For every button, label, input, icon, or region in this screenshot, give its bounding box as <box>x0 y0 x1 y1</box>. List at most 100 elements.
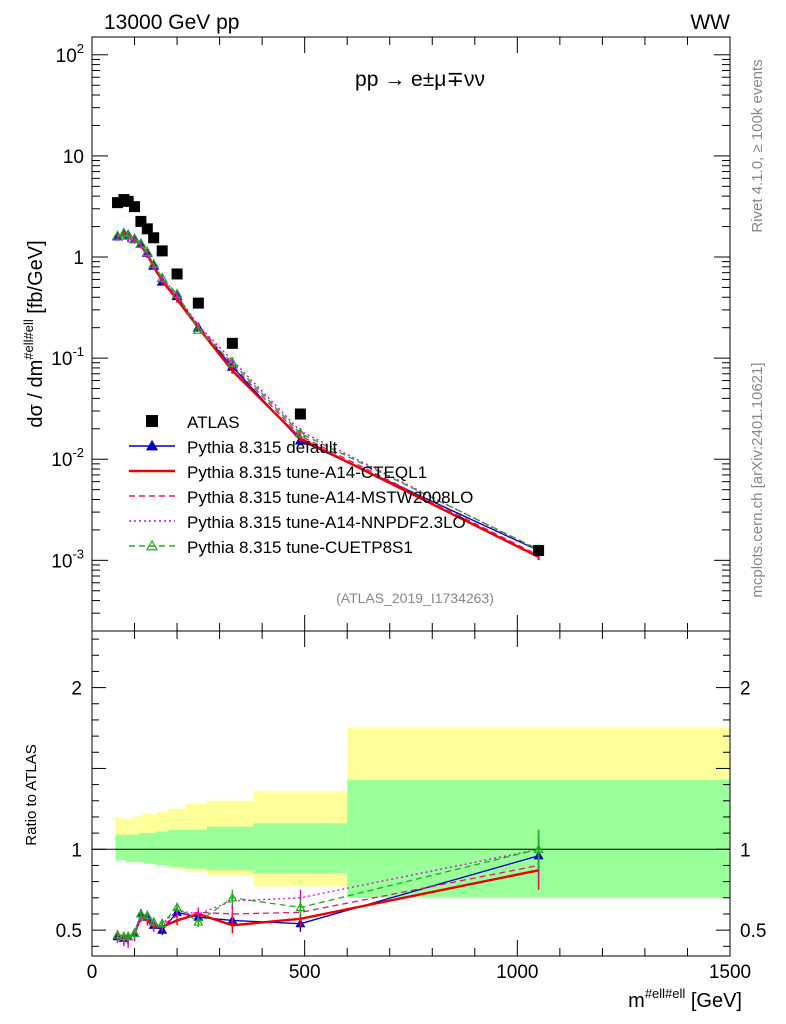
ratio-y-tick-label-right: 2 <box>740 679 751 700</box>
main-y-tick-label-exp: -1 <box>72 344 84 359</box>
data-point-atlas <box>171 268 183 280</box>
ratio-band-stat <box>151 833 156 864</box>
data-point-atlas <box>135 215 147 227</box>
main-y-tick-label: 102 <box>56 41 84 67</box>
ratio-axis-ticks: 0.5 0.5 1 1 2 2 0 500 1000 1500 <box>56 631 766 983</box>
ratio-marker-pythia-8-315-tune-cuetp8s1 <box>295 902 306 912</box>
data-point-atlas <box>122 195 134 207</box>
main-y-label-base: dσ / dm <box>25 360 47 428</box>
header-energy: 13000 GeV pp <box>104 11 239 34</box>
x-label-sup: #ell#ell <box>645 986 686 1001</box>
marker-pythia-8-315-tune-cuetp8s1 <box>148 258 160 269</box>
ratio-y-tick-label-left: 1 <box>71 840 82 861</box>
main-y-tick-label-exp: -2 <box>72 445 84 460</box>
ratio-y-tick-label-right: 1 <box>740 840 751 861</box>
legend-label-pythia-8-315-tune-cuetp8s1: Pythia 8.315 tune-CUETP8S1 <box>187 538 413 557</box>
legend-marker-pythia-8-315-default <box>145 439 159 451</box>
ratio-marker-pythia-8-315-tune-cuetp8s1 <box>142 910 153 920</box>
rivet-version: Rivet 4.1.0, ≥ 100k events <box>749 59 766 232</box>
legend-label-pythia-8-315-default: Pythia 8.315 default <box>187 438 338 457</box>
ratio-band-stat <box>138 833 144 863</box>
x-tick-label: 0 <box>87 962 98 983</box>
main-y-tick-label-base: 10 <box>51 450 72 471</box>
main-y-tick-label: 10-1 <box>51 344 84 370</box>
legend: ATLAS Pythia 8.315 default Pythia 8.315 tu… <box>129 413 473 557</box>
ratio-y-tick-label-right: 0.5 <box>740 921 766 942</box>
data-point-atlas <box>156 245 168 257</box>
main-y-tick-label: 10 <box>63 147 84 168</box>
ratio-band-stat <box>253 823 348 874</box>
svg-text:m#ell#ell [GeV]: m#ell#ell [GeV] <box>628 986 742 1012</box>
process-label: pp → e±μ∓νν <box>355 68 485 91</box>
main-series-group <box>111 194 545 560</box>
marker-pythia-8-315-tune-cuetp8s1 <box>135 238 147 248</box>
analysis-id: (ATLAS_2019_I1734263) <box>336 590 494 606</box>
main-y-tick-label-base: 1 <box>73 248 84 269</box>
ratio-band-stat <box>155 831 169 866</box>
x-tick-label: 1500 <box>709 962 751 983</box>
ratio-marker-pythia-8-315-tune-cuetp8s1 <box>227 892 238 902</box>
main-y-tick-label-exp: -3 <box>72 546 84 561</box>
legend-label-pythia-8-315-tune-a14-nnpdf2-3lo: Pythia 8.315 tune-A14-NNPDF2.3LO <box>187 513 466 532</box>
marker-pythia-8-315-tune-cuetp8s1 <box>118 227 130 238</box>
data-point-atlas <box>294 408 306 420</box>
main-y-tick-label: 10-2 <box>51 445 84 471</box>
ratio-marker-pythia-8-315-tune-cuetp8s1 <box>129 928 140 937</box>
marker-pythia-8-315-tune-cuetp8s1 <box>294 427 306 438</box>
x-tick-label: 1000 <box>496 962 538 983</box>
ratio-band-stat <box>168 829 186 868</box>
marker-pythia-8-315-tune-cuetp8s1 <box>128 232 141 243</box>
main-y-tick-label-base: 10 <box>63 147 84 168</box>
ratio-band-stat <box>121 834 127 861</box>
header-process-tag: WW <box>690 11 730 34</box>
x-tick-label: 500 <box>289 962 321 983</box>
ratio-marker-pythia-8-315-tune-cuetp8s1 <box>135 908 146 918</box>
ratio-y-axis-title: Ratio to ATLAS <box>23 744 40 845</box>
marker-pythia-8-315-tune-cuetp8s1 <box>122 230 134 240</box>
x-label-unit: [GeV] <box>685 990 742 1012</box>
legend-label-atlas: ATLAS <box>187 413 240 432</box>
ratio-band-stat <box>206 826 254 871</box>
data-point-atlas <box>192 297 204 309</box>
ratio-band-stat <box>115 834 122 861</box>
marker-pythia-8-315-tune-cuetp8s1 <box>156 272 168 282</box>
ratio-band-stat <box>130 834 139 863</box>
data-point-atlas <box>112 197 124 209</box>
main-y-label-unit: [fb/GeV] <box>25 240 47 319</box>
ratio-band-stat <box>126 834 131 863</box>
ratio-series-group <box>112 829 544 948</box>
main-y-tick-label-base: 10 <box>51 349 72 370</box>
marker-pythia-8-315-tune-cuetp8s1 <box>192 324 204 334</box>
svg-text:dσ / dm#ell#ell [fb/GeV]: dσ / dm#ell#ell [fb/GeV] <box>21 240 47 427</box>
ratio-marker-pythia-8-315-tune-cuetp8s1 <box>533 844 544 853</box>
legend-marker-pythia-8-315-tune-cuetp8s1 <box>145 539 159 551</box>
legend-label-pythia-8-315-tune-a14-mstw2008lo: Pythia 8.315 tune-A14-MSTW2008LO <box>187 488 473 507</box>
x-label-base: m <box>628 990 645 1012</box>
legend-label-pythia-8-315-tune-a14-cteql1: Pythia 8.315 tune-A14-CTEQL1 <box>187 463 427 482</box>
marker-pythia-8-315-tune-cuetp8s1 <box>141 246 153 257</box>
ratio-y-tick-label-left: 0.5 <box>56 921 82 942</box>
main-y-tick-label-base: 10 <box>51 551 72 572</box>
main-y-tick-label-base: 10 <box>56 46 77 67</box>
data-point-atlas <box>148 232 160 244</box>
marker-pythia-8-315-tune-cuetp8s1 <box>171 288 183 299</box>
ratio-marker-pythia-8-315-tune-cuetp8s1 <box>193 916 204 926</box>
main-y-label-sup: #ell#ell <box>21 319 36 360</box>
ratio-plot-area <box>92 728 730 898</box>
legend-marker-atlas <box>146 415 158 427</box>
ratio-marker-pythia-8-315-tune-cuetp8s1 <box>172 902 183 912</box>
main-y-tick-label: 1 <box>73 248 84 269</box>
mcplots-credit: mcplots.cern.ch [arXiv:2401.10621] <box>749 362 766 597</box>
ratio-marker-pythia-8-315-tune-cuetp8s1 <box>148 916 159 926</box>
data-point-atlas <box>141 223 153 235</box>
main-y-axis-title: dσ / dm#ell#ell [fb/GeV] <box>21 240 47 427</box>
ratio-frame <box>91 630 731 957</box>
main-y-tick-label-exp: 2 <box>77 41 84 56</box>
marker-pythia-8-315-tune-cuetp8s1 <box>226 357 238 367</box>
ratio-y-tick-label-left: 2 <box>71 679 82 700</box>
ratio-band-stat <box>143 833 152 864</box>
data-point-atlas <box>533 545 545 557</box>
ratio-marker-pythia-8-315-tune-cuetp8s1 <box>157 918 168 928</box>
